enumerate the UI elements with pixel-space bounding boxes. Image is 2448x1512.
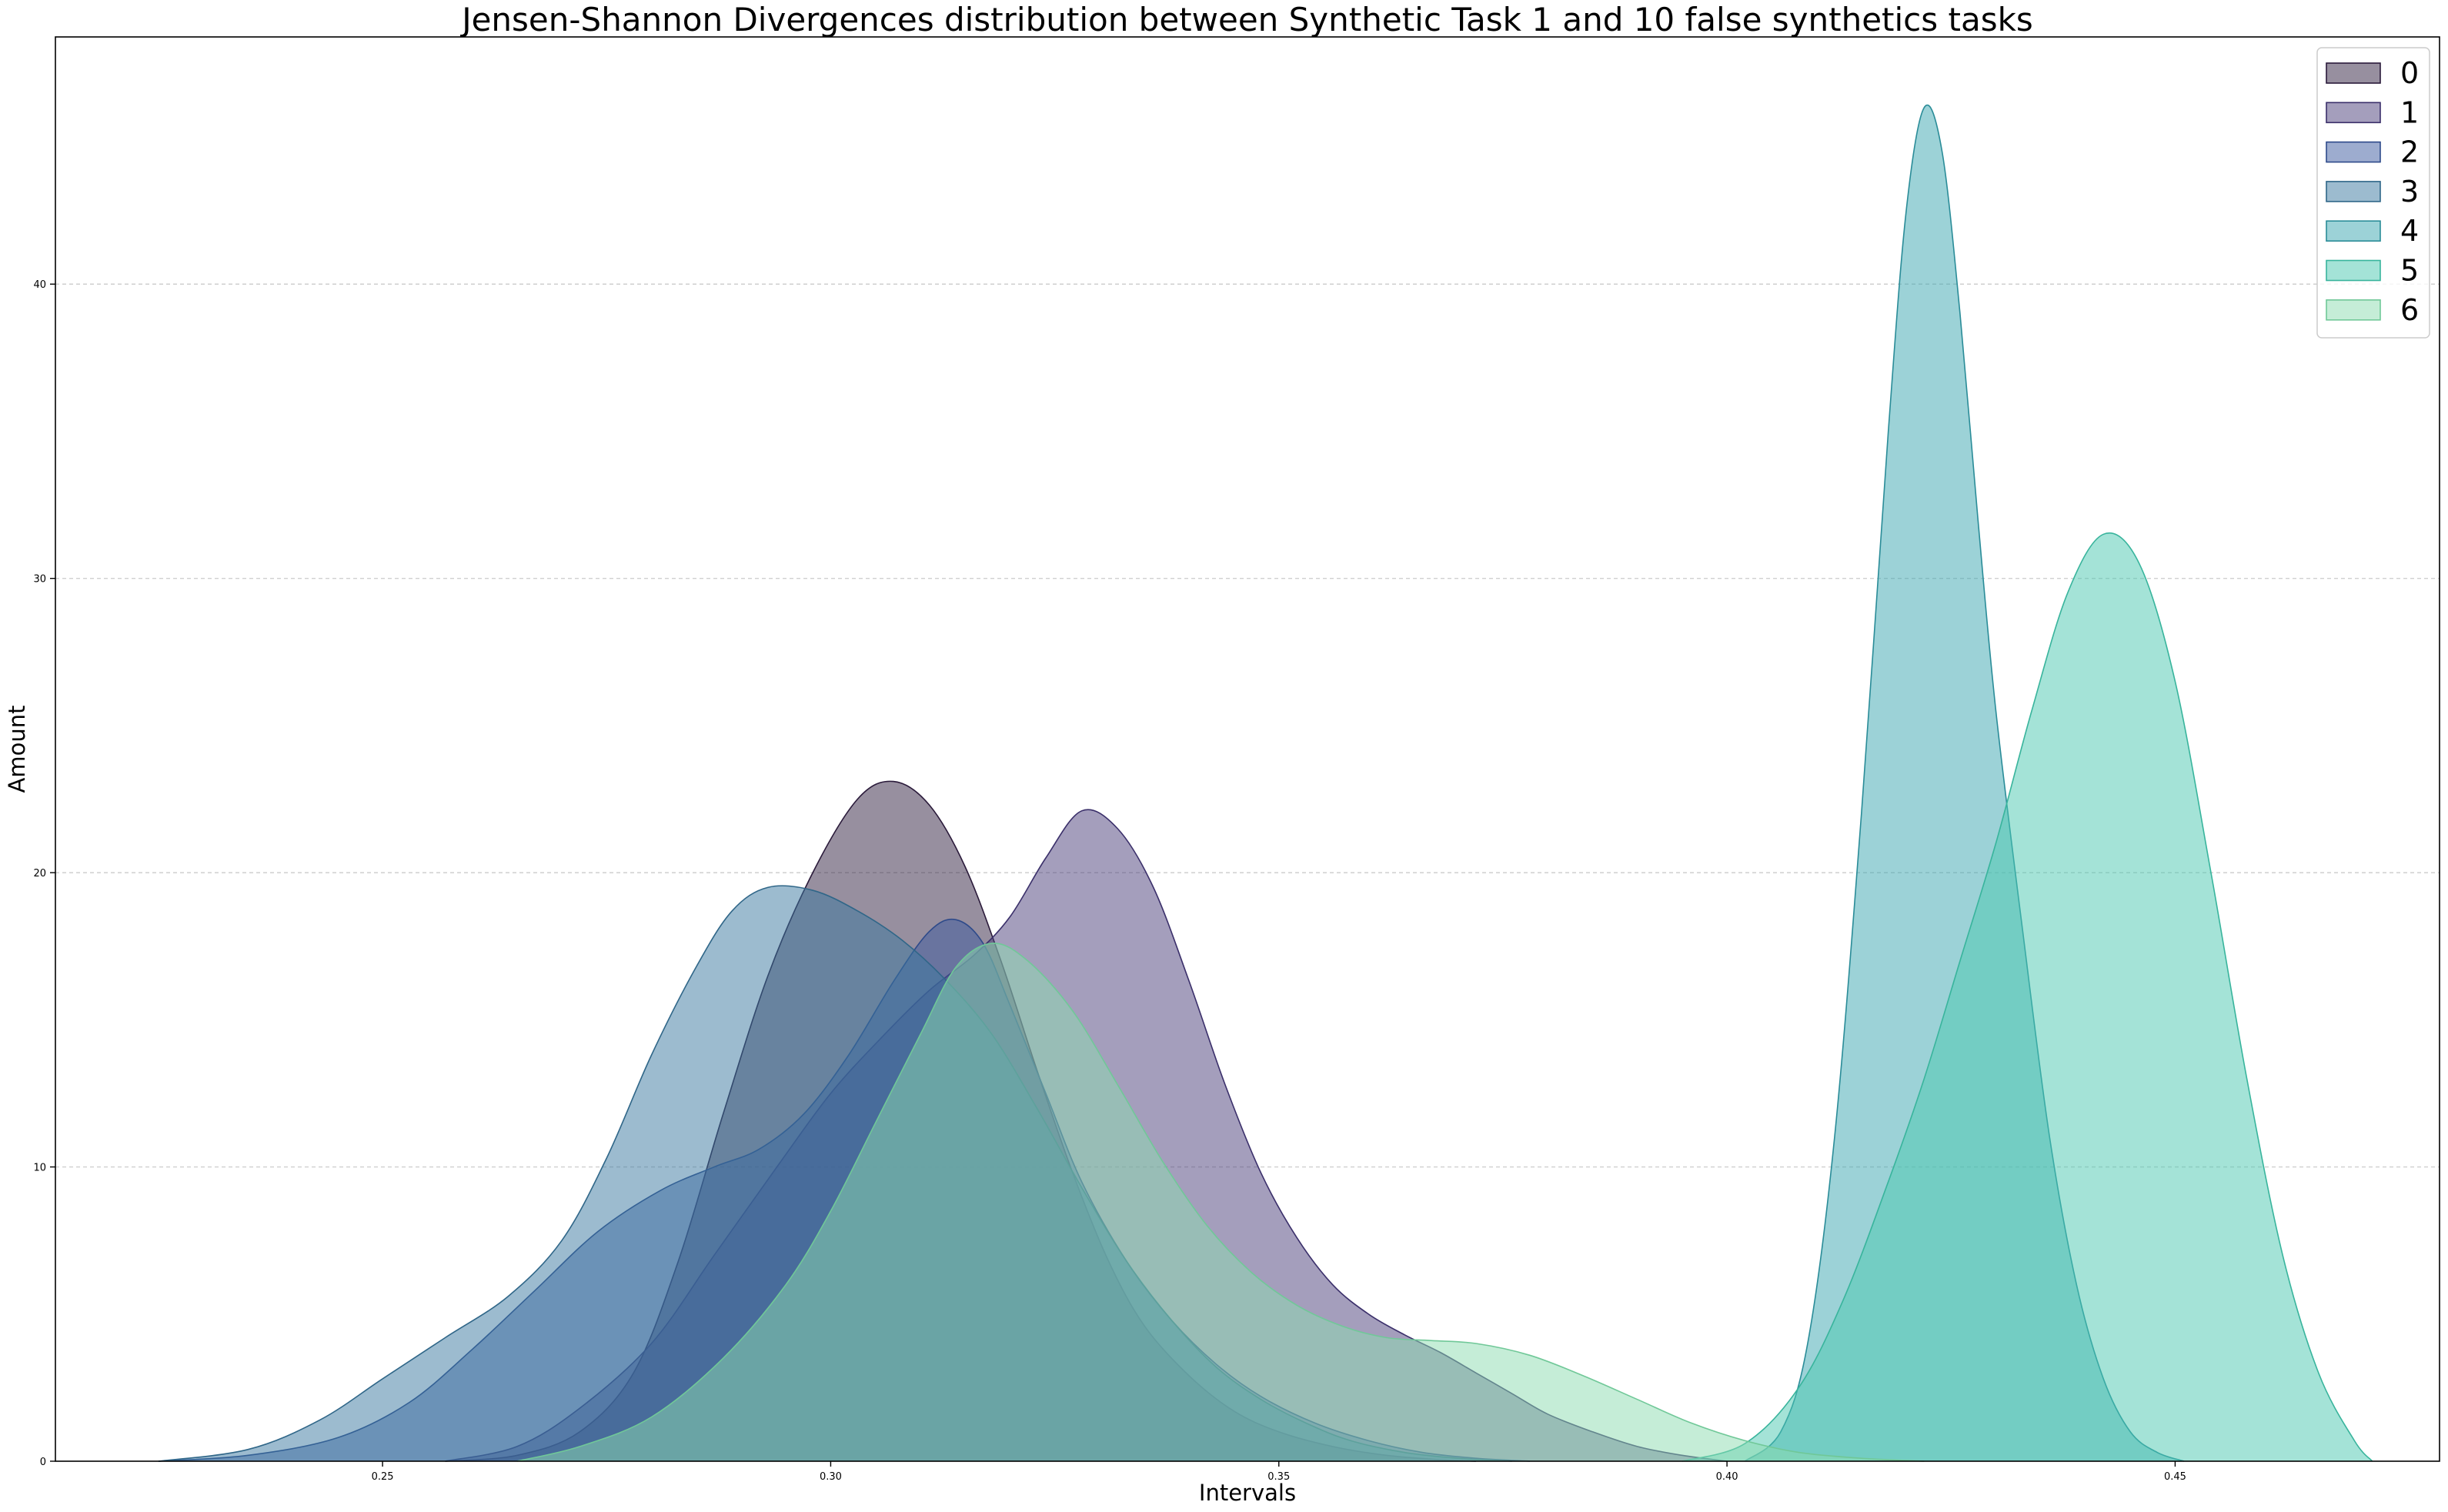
- chart-title: Jensen-Shannon Divergences distribution …: [459, 1, 2033, 38]
- legend-label-6: 6: [2400, 293, 2419, 327]
- series-6-line: [516, 943, 1925, 1462]
- x-axis-ticks: 0.25 0.30 0.35 0.40 0.45: [372, 1461, 2186, 1483]
- legend-label-0: 0: [2400, 56, 2419, 90]
- y-axis-label: Amount: [4, 706, 30, 793]
- series-4-area: [1745, 105, 2185, 1461]
- series-6-area: [516, 943, 1925, 1461]
- legend-label-1: 1: [2400, 95, 2419, 129]
- legend-swatch-6: [2326, 299, 2381, 321]
- legend-label-5: 5: [2400, 254, 2419, 288]
- y-tick-label: 40: [33, 279, 46, 291]
- legend-swatch-1: [2326, 102, 2381, 124]
- legend-label-3: 3: [2400, 175, 2419, 209]
- plot-frame: [55, 36, 2440, 1462]
- legend: 0 1 2 3 4 5 6: [2316, 47, 2430, 339]
- y-tick-label: 10: [33, 1163, 46, 1174]
- x-tick-label: 0.30: [820, 1471, 842, 1483]
- series-5-line: [1682, 532, 2373, 1462]
- y-axis-ticks: 0 10 20 30 40: [33, 279, 55, 1468]
- x-axis-label: Intervals: [1199, 1480, 1296, 1506]
- x-tick-label: 0.45: [2164, 1471, 2186, 1483]
- legend-swatch-5: [2326, 259, 2381, 282]
- legend-swatch-0: [2326, 62, 2381, 84]
- series-5-area: [1682, 532, 2373, 1462]
- y-tick-label: 30: [33, 574, 46, 586]
- legend-swatch-3: [2326, 181, 2381, 202]
- y-tick-label: 0: [40, 1457, 46, 1468]
- x-tick-label: 0.40: [1716, 1471, 1738, 1483]
- legend-swatch-2: [2326, 141, 2381, 163]
- legend-label-2: 2: [2400, 135, 2419, 169]
- series-areas: [158, 104, 2373, 1462]
- legend-swatch-4: [2326, 220, 2381, 242]
- x-tick-label: 0.25: [372, 1471, 394, 1483]
- y-tick-label: 20: [33, 868, 46, 879]
- series-3-area: [158, 886, 1512, 1461]
- x-tick-label: 0.35: [1267, 1471, 1290, 1483]
- legend-label-4: 4: [2400, 214, 2419, 248]
